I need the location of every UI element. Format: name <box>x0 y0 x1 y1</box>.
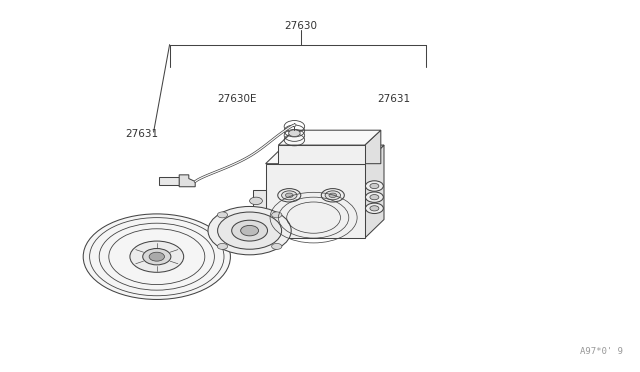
Circle shape <box>289 130 300 137</box>
Polygon shape <box>278 145 365 164</box>
Circle shape <box>218 212 282 249</box>
Text: 27630E: 27630E <box>218 94 257 103</box>
Text: 27631: 27631 <box>378 94 411 103</box>
Circle shape <box>278 189 301 202</box>
Polygon shape <box>266 145 384 164</box>
Circle shape <box>370 195 379 200</box>
Circle shape <box>285 193 293 198</box>
Circle shape <box>218 243 228 249</box>
Circle shape <box>149 252 164 261</box>
Text: 27630: 27630 <box>284 21 317 31</box>
Circle shape <box>370 206 379 211</box>
Circle shape <box>329 193 337 198</box>
Text: A97*0' 9: A97*0' 9 <box>580 347 623 356</box>
Circle shape <box>321 189 344 202</box>
Circle shape <box>250 197 262 205</box>
Polygon shape <box>253 190 266 212</box>
Circle shape <box>271 212 282 218</box>
Polygon shape <box>159 177 179 185</box>
Circle shape <box>271 243 282 249</box>
Circle shape <box>370 183 379 189</box>
Circle shape <box>143 248 171 265</box>
Circle shape <box>365 192 383 202</box>
Circle shape <box>325 191 340 200</box>
Polygon shape <box>179 175 195 187</box>
Polygon shape <box>266 164 365 238</box>
Polygon shape <box>365 145 384 238</box>
Polygon shape <box>365 130 381 164</box>
Circle shape <box>232 220 268 241</box>
Circle shape <box>282 191 297 200</box>
Circle shape <box>365 181 383 191</box>
Circle shape <box>241 225 259 236</box>
Text: 27631: 27631 <box>125 129 158 139</box>
Circle shape <box>365 203 383 214</box>
Circle shape <box>83 214 230 299</box>
Circle shape <box>208 206 291 255</box>
Circle shape <box>130 241 184 272</box>
Polygon shape <box>278 130 381 145</box>
Circle shape <box>218 212 228 218</box>
